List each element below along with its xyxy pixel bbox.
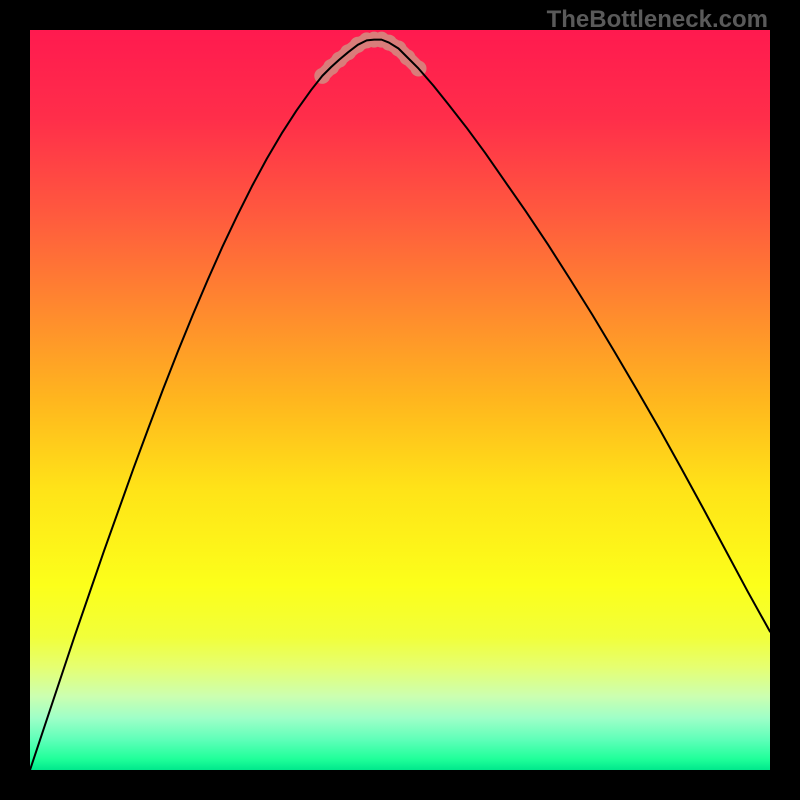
bottleneck-curve-layer — [30, 30, 770, 770]
watermark-text: TheBottleneck.com — [547, 6, 768, 34]
bottleneck-curve — [30, 40, 770, 770]
plot-area — [30, 30, 770, 770]
